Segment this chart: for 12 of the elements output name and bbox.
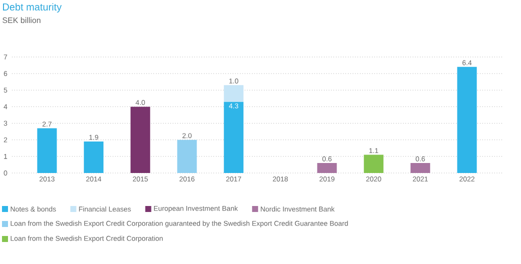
bar	[224, 102, 244, 173]
chart-subtitle: SEK billion	[2, 17, 40, 24]
bar	[130, 106, 150, 173]
bar	[84, 142, 104, 173]
bar	[37, 128, 57, 173]
bar	[317, 163, 337, 173]
bar	[224, 85, 244, 102]
bar	[177, 140, 197, 173]
chart-title: Debt maturity	[3, 3, 62, 13]
bar	[364, 154, 384, 173]
bar	[410, 163, 430, 173]
bar	[457, 66, 477, 173]
